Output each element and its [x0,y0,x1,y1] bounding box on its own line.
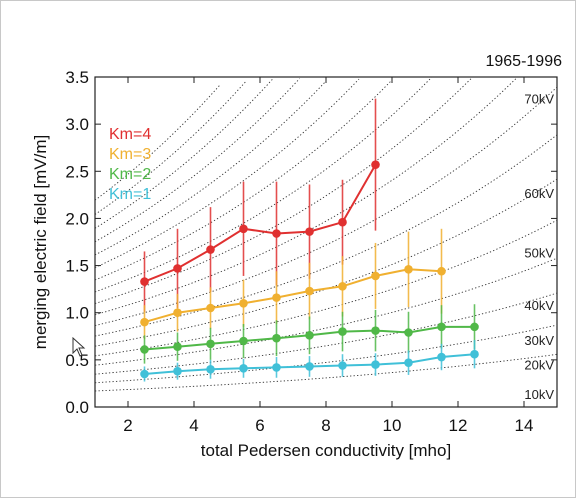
data-point [404,328,413,337]
data-point [140,369,149,379]
data-point [404,265,413,274]
series-km4 [140,98,380,312]
reference-curve [94,86,558,327]
data-point [272,293,281,302]
y-tick-label: 3.0 [65,115,89,134]
reference-curve [94,78,360,269]
legend-entry: Km=4 [109,126,151,143]
reference-curve [94,77,432,293]
data-point [470,322,479,332]
reference-curve [94,78,472,305]
data-point [239,364,248,373]
series-layer [140,98,479,382]
y-tick-label: 0.5 [65,351,89,370]
series-line [144,164,377,283]
data-point [338,282,347,291]
data-point [239,224,248,234]
reference-curve [94,134,558,337]
reference-curve [94,219,558,357]
data-point [437,266,446,276]
plot-area [94,76,558,408]
reference-curve [94,292,558,375]
series-km2 [140,304,479,364]
x-tick-label: 10 [383,416,402,435]
reference-curve-label: 70kV [524,92,554,107]
data-point [173,308,182,318]
data-point [470,349,479,359]
data-point [140,277,149,286]
data-point [404,358,413,367]
y-axis-label: merging electric field [mV/m] [31,135,50,349]
x-tick-label: 12 [449,416,468,435]
data-point [437,322,446,332]
legend-entry: Km=1 [109,186,151,203]
x-tick-label: 4 [189,416,198,435]
legend: Km=4 Km=3 Km=2 Km=1 [109,126,151,203]
reference-curve-label: 10kV [524,387,554,402]
data-point [239,336,248,346]
data-point [206,364,215,374]
data-point [371,271,380,281]
data-point [272,333,281,343]
data-point [305,286,314,296]
reference-curve [94,78,274,229]
y-tick-label: 2.5 [65,162,89,181]
chart-title: 1965-1996 [485,53,562,70]
reference-curve [94,178,558,347]
y-tick-label: 1.0 [65,304,89,323]
y-tick-label: 2.0 [65,209,89,228]
data-point [140,317,149,327]
reference-curve-labels: 70kV 60kV 50kV 40kV 30kV 20kV 10kV [524,92,554,402]
reference-curve-label: 50kV [524,245,554,260]
series-line [144,268,442,324]
data-point [272,363,281,372]
data-point [173,342,182,351]
data-point [173,264,182,273]
data-point [305,331,314,340]
reference-curve [94,257,558,366]
data-point [206,303,215,313]
data-point [371,326,380,335]
data-point [206,245,215,254]
reference-curve [94,78,300,243]
legend-entry: Km=3 [109,146,151,163]
data-point [305,362,314,371]
x-tick-label: 14 [515,416,534,435]
data-point [272,229,281,238]
reference-curve [94,84,221,201]
data-point [338,217,347,227]
reference-curve-label: 20kV [524,358,554,373]
x-axis-label: total Pedersen conductivity [mho] [201,441,451,460]
series-km1 [140,340,479,382]
reference-curve [94,324,558,384]
x-tick-label: 6 [255,416,264,435]
mouse-cursor-icon [72,337,86,357]
reference-curve [94,353,558,392]
data-point [239,298,248,308]
data-point [173,366,182,376]
y-tick-label: 3.5 [65,68,89,87]
reference-curves [94,76,558,392]
y-tick-label: 0.0 [65,398,89,417]
axes: 2 4 6 8 10 12 14 0.0 0.5 1.0 1.5 2.0 2.5 3.0 3.5 [65,68,557,435]
reference-curve [94,76,518,316]
data-point [206,339,215,349]
data-point [371,360,380,369]
y-tick-label: 1.5 [65,257,89,276]
data-point [338,327,347,336]
data-point [305,227,314,236]
series-km3 [140,228,446,340]
reference-curve-label: 60kV [524,186,554,201]
legend-entry: Km=2 [109,166,151,183]
reference-curve-label: 30kV [524,333,554,348]
data-point [371,160,380,169]
data-point [338,361,347,370]
data-point [437,352,446,362]
reference-curve-label: 40kV [524,298,554,313]
x-tick-label: 8 [321,416,330,435]
x-tick-label: 2 [123,416,132,435]
data-point [140,345,149,354]
